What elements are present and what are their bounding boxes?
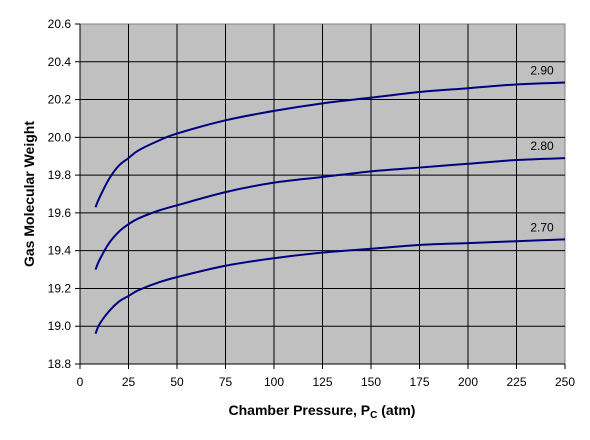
y-tick-label: 20.4 xyxy=(48,55,72,69)
x-tick-label: 150 xyxy=(361,375,381,389)
series-label-2.80: 2.80 xyxy=(530,139,554,153)
series-label-2.70: 2.70 xyxy=(530,220,554,234)
y-axis-title: Gas Molecular Weight xyxy=(21,121,37,267)
series-labels: 2.90 2.80 2.70 xyxy=(530,64,554,235)
series-line-2.80 xyxy=(94,157,566,270)
y-axis-ticks: 18.8 19.0 19.2 19.4 19.6 19.8 20.0 20.2 20.4 20.6 xyxy=(48,17,80,371)
y-tick-label: 19.6 xyxy=(48,206,72,220)
x-tick-label: 50 xyxy=(170,375,184,389)
x-tick-label: 75 xyxy=(219,375,233,389)
y-tick-label: 19.8 xyxy=(48,168,72,182)
x-axis-title: Chamber Pressure, PC (atm) xyxy=(229,402,416,421)
y-tick-label: 19.2 xyxy=(48,281,72,295)
x-tick-label: 0 xyxy=(77,375,84,389)
x-tick-label: 200 xyxy=(458,375,478,389)
y-tick-label: 19.0 xyxy=(48,319,72,333)
series-label-2.90: 2.90 xyxy=(530,64,554,78)
series-line-2.90 xyxy=(94,81,566,208)
y-tick-label: 20.2 xyxy=(48,93,72,107)
x-tick-label: 25 xyxy=(122,375,136,389)
x-tick-label: 175 xyxy=(409,375,429,389)
x-tick-label: 250 xyxy=(555,375,575,389)
x-tick-label: 125 xyxy=(312,375,332,389)
y-tick-label: 19.4 xyxy=(48,244,72,258)
y-tick-label: 18.8 xyxy=(48,357,72,371)
y-tick-label: 20.6 xyxy=(48,17,72,31)
y-tick-label: 20.0 xyxy=(48,130,72,144)
series-group xyxy=(94,81,566,335)
x-axis-ticks: 0 25 50 75 100 125 150 175 200 225 250 xyxy=(77,364,575,389)
x-tick-label: 225 xyxy=(506,375,526,389)
x-tick-label: 100 xyxy=(264,375,284,389)
series-line-2.70 xyxy=(94,238,566,335)
